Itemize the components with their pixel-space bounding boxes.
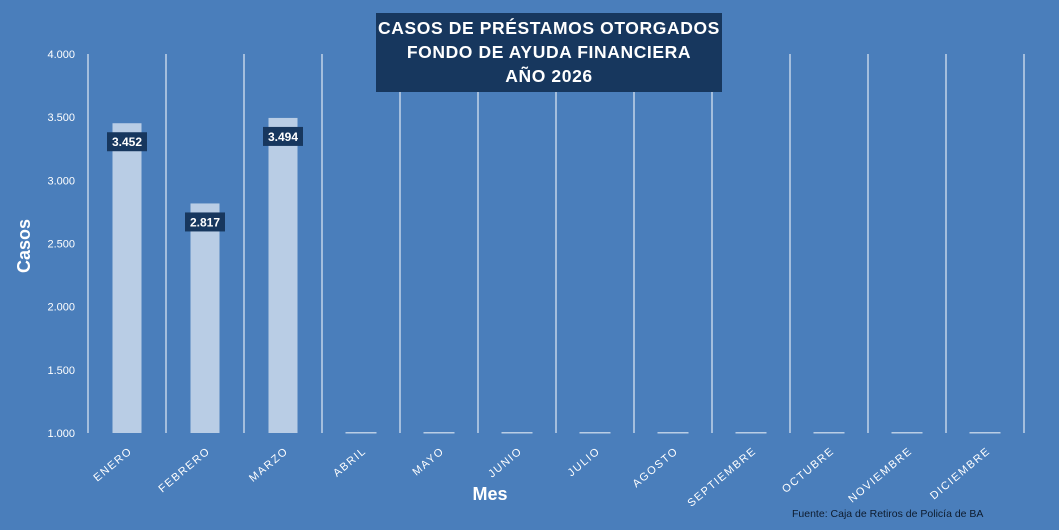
x-tick-label: AGOSTO (630, 445, 681, 490)
bar-empty (501, 432, 533, 434)
data-label: 2.817 (190, 215, 220, 229)
chart-title-line-1: CASOS DE PRÉSTAMOS OTORGADOS (378, 18, 720, 38)
bar (268, 117, 298, 433)
source-note: Fuente: Caja de Retiros de Policía de BA (792, 508, 984, 520)
x-tick-label: OCTUBRE (780, 445, 837, 496)
data-label-box (107, 132, 147, 152)
x-tick-label: SEPTIEMBRE (685, 445, 759, 509)
bar-empty (657, 432, 689, 434)
x-tick-label: ABRIL (331, 445, 369, 479)
y-tick-label: 2.500 (47, 239, 75, 251)
x-tick-label: ENERO (91, 445, 134, 484)
bar-empty (813, 432, 845, 434)
data-label-box (185, 212, 225, 232)
x-tick-label: MARZO (247, 445, 291, 485)
y-axis-label: Casos (14, 218, 34, 273)
y-tick-label: 4.000 (47, 49, 75, 61)
chart-title: CASOS DE PRÉSTAMOS OTORGADOS FONDO DE AY… (376, 13, 722, 92)
y-tick-label: 1.000 (47, 428, 75, 440)
chart-title-line-3: AÑO 2026 (505, 66, 593, 86)
y-tick-label: 3.000 (47, 175, 75, 187)
data-label: 3.452 (112, 135, 142, 149)
bar (112, 123, 142, 434)
x-tick-label: JUNIO (486, 445, 525, 480)
y-tick-label: 1.500 (47, 365, 75, 377)
bar (190, 203, 220, 433)
bar-empty (579, 432, 611, 434)
y-tick-label: 3.500 (47, 112, 75, 124)
y-tick-label: 2.000 (47, 302, 75, 314)
bar-empty (423, 432, 455, 434)
bar-empty (969, 432, 1001, 434)
x-tick-label: DICIEMBRE (928, 445, 993, 502)
data-label: 3.494 (268, 130, 298, 144)
x-tick-label: FEBRERO (156, 445, 213, 495)
chart-title-line-2: FONDO DE AYUDA FINANCIERA (406, 42, 692, 62)
bar-empty (345, 432, 377, 434)
bar-empty (891, 432, 923, 434)
data-label-box (263, 126, 303, 146)
bar-empty (735, 432, 767, 434)
x-tick-label: JULIO (566, 445, 603, 479)
x-tick-label: MAYO (410, 445, 446, 478)
x-tick-label: NOVIEMBRE (846, 445, 915, 505)
x-axis-label: Mes (472, 484, 508, 504)
